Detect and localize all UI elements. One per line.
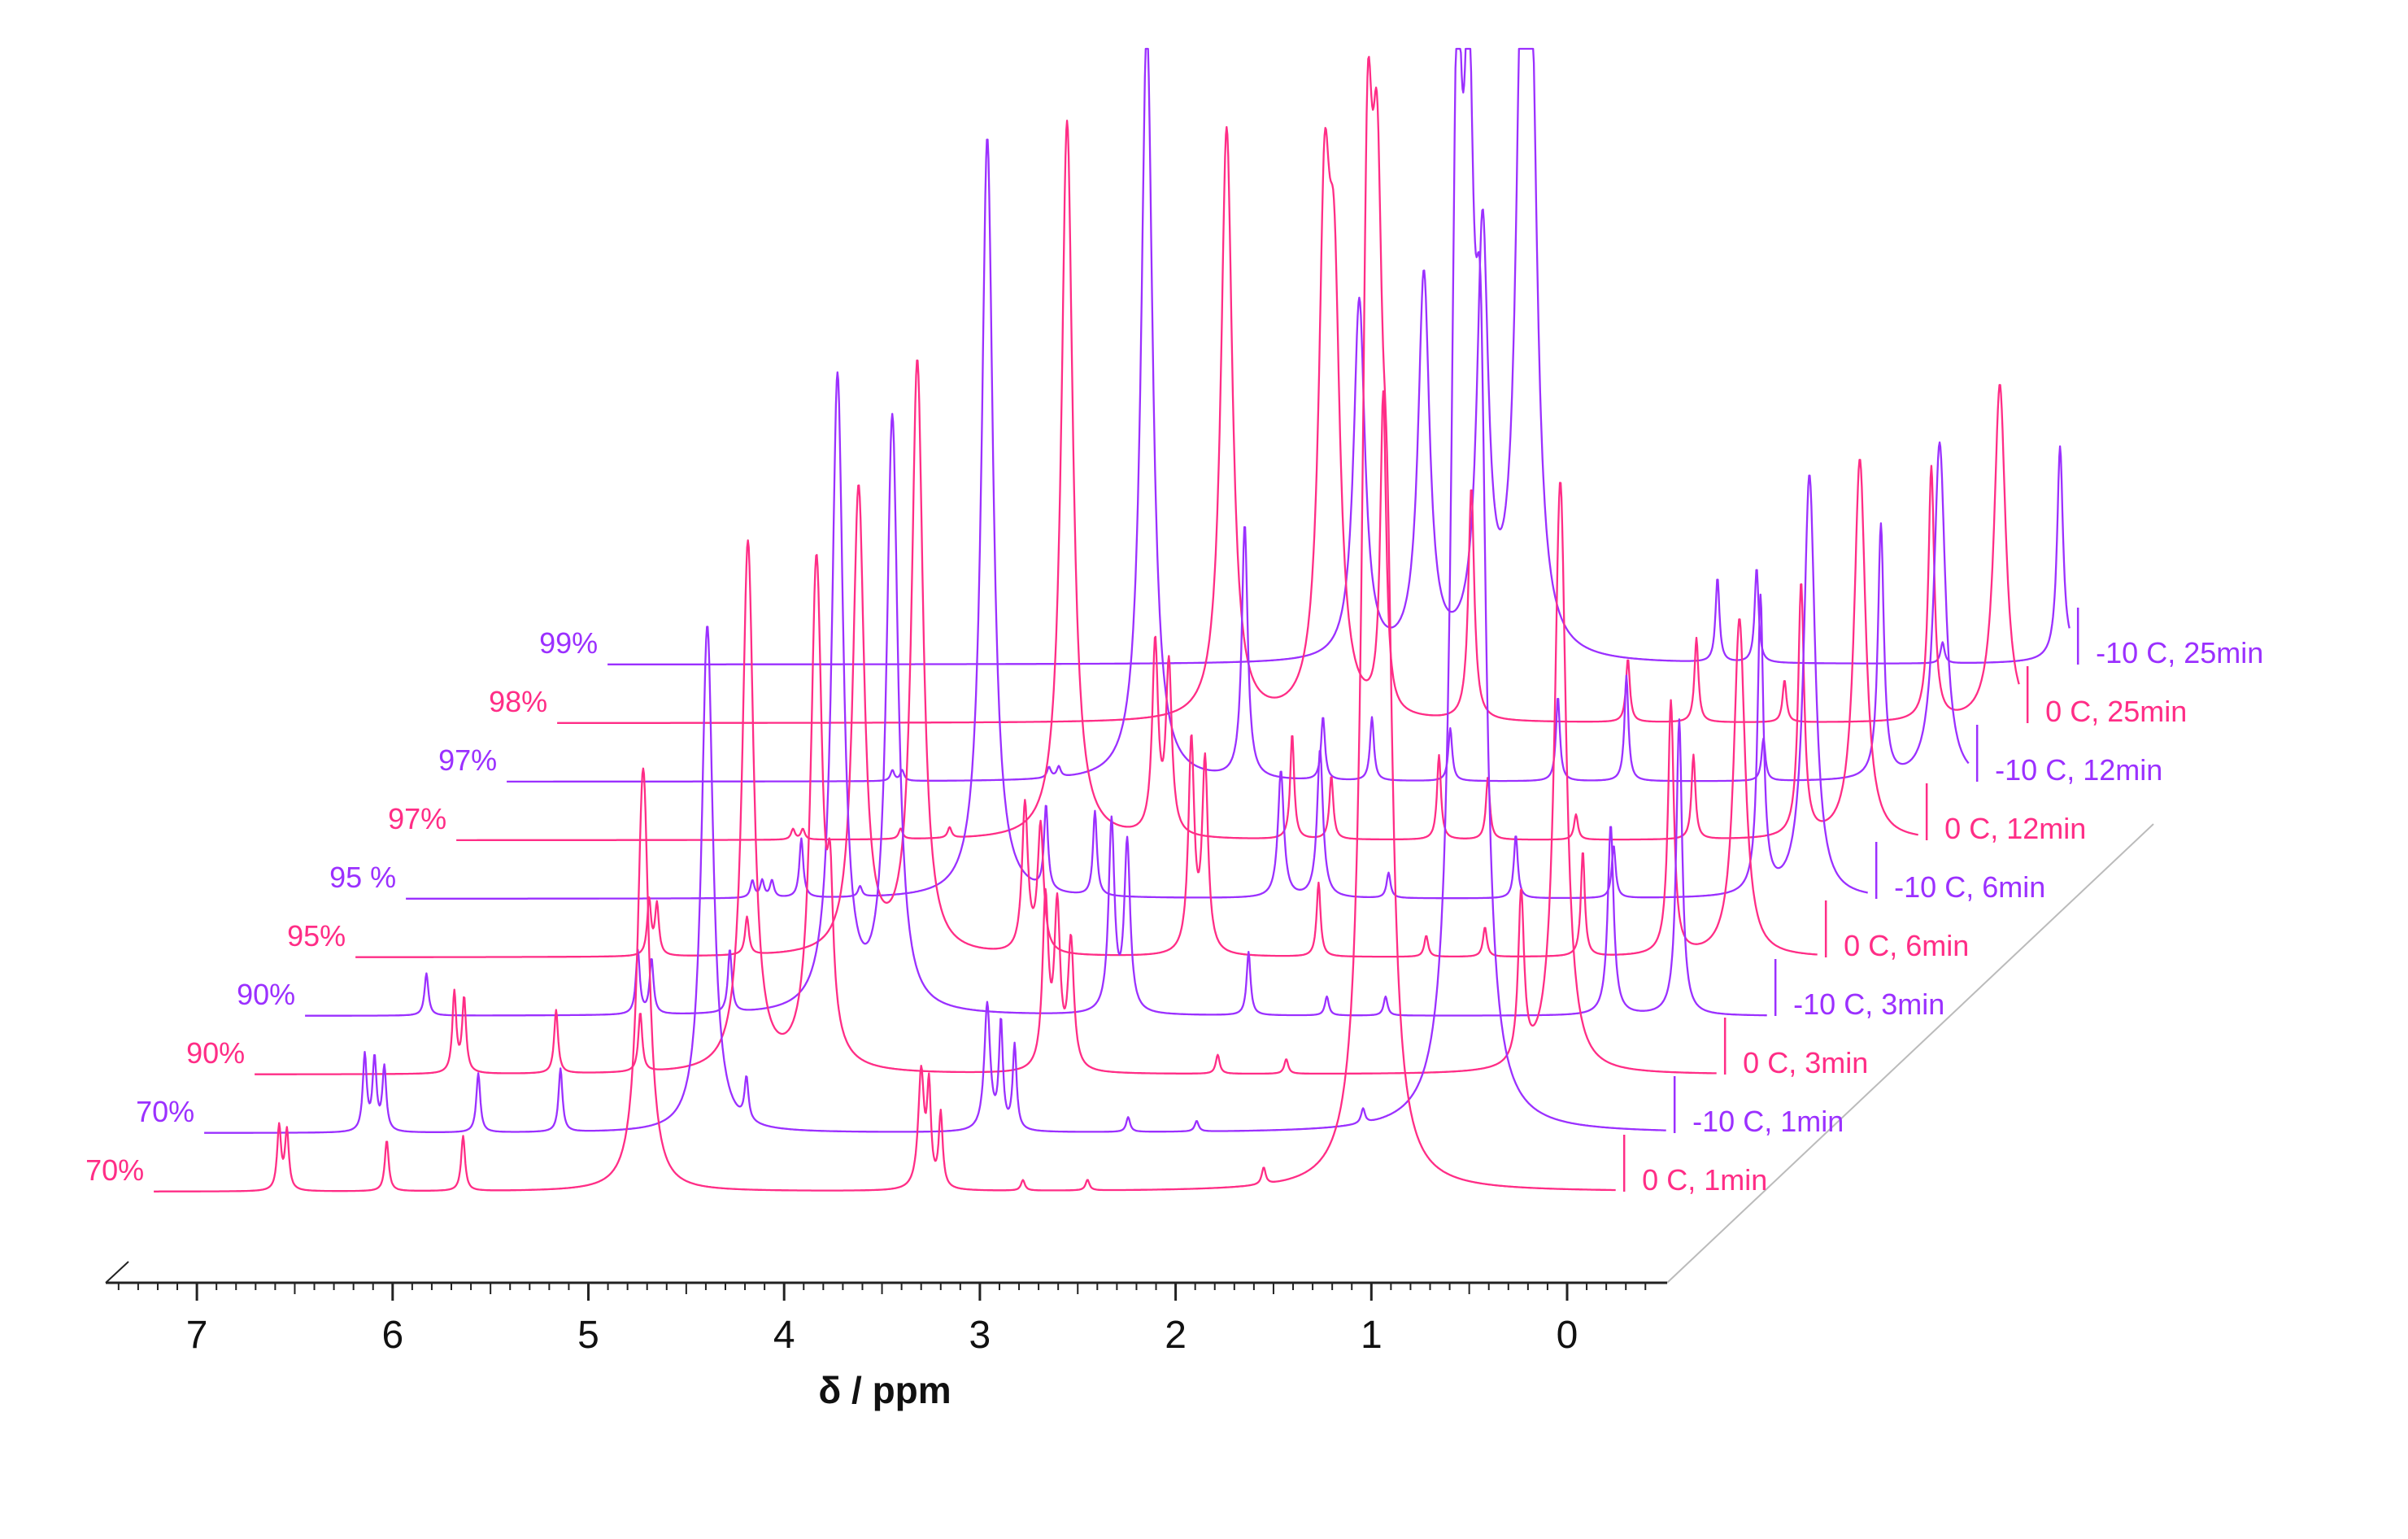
spectrum-trace: 90% 0 C, 3min xyxy=(186,482,1868,1079)
x-axis: 7 6 5 4 3 2 1 0 δ / ppm xyxy=(106,1281,1667,1411)
condition-label: 0 C, 25min xyxy=(2045,695,2187,728)
depth-axis-front-edge xyxy=(105,1261,129,1284)
x-tick-label: 3 xyxy=(969,1314,991,1357)
spectrum-trace: 95 % -10 C, 6min xyxy=(329,138,2045,904)
condition-label: 0 C, 12min xyxy=(1944,812,2086,845)
x-tick-label: 4 xyxy=(773,1314,795,1357)
spectrum-line xyxy=(607,47,2071,665)
condition-label: -10 C, 3min xyxy=(1793,987,1944,1021)
condition-label: 0 C, 6min xyxy=(1844,929,1969,962)
spectrum-trace: 99% -10 C, 25min xyxy=(539,47,2263,669)
spectrum-line xyxy=(506,47,1970,783)
spectrum-trace: 97% -10 C, 12min xyxy=(438,47,2162,787)
x-tick-label: 7 xyxy=(186,1314,208,1357)
conversion-label: 70% xyxy=(85,1153,144,1187)
x-tick-label: 5 xyxy=(577,1314,599,1357)
condition-label: -10 C, 6min xyxy=(1894,870,2045,904)
spectra-stack: 99% -10 C, 25min 98% 0 C, 25min 97% -10 C, 12… xyxy=(85,47,2263,1197)
conversion-label: 98% xyxy=(489,685,547,718)
spectrum-line xyxy=(203,47,1666,1134)
x-axis-label: δ / ppm xyxy=(818,1369,951,1411)
x-tick-label: 1 xyxy=(1361,1314,1383,1357)
spectrum-trace: 70% 0 C, 1min xyxy=(85,55,1767,1197)
condition-label: 0 C, 1min xyxy=(1642,1163,1767,1197)
spectrum-trace: 70% -10 C, 1min xyxy=(136,47,1844,1138)
condition-label: -10 C, 1min xyxy=(1692,1105,1844,1138)
conversion-label: 99% xyxy=(539,626,598,660)
conversion-label: 90% xyxy=(186,1036,245,1070)
spectrum-line xyxy=(304,371,1767,1017)
spectrum-line xyxy=(153,55,1616,1192)
spectrum-line xyxy=(556,125,2020,724)
conversion-label: 90% xyxy=(237,978,295,1011)
x-axis-ticks: 7 6 5 4 3 2 1 0 xyxy=(117,1283,1647,1357)
conversion-label: 97% xyxy=(438,743,497,777)
condition-label: -10 C, 12min xyxy=(1995,753,2162,787)
conversion-label: 95% xyxy=(287,919,346,953)
spectrum-line xyxy=(254,482,1717,1075)
conversion-label: 95 % xyxy=(329,861,396,894)
x-tick-label: 6 xyxy=(381,1314,403,1357)
condition-label: -10 C, 25min xyxy=(2096,636,2263,669)
spectrum-trace: 98% 0 C, 25min xyxy=(489,125,2187,728)
depth-axis xyxy=(105,823,2154,1284)
depth-axis-line xyxy=(1666,823,2154,1284)
conversion-label: 70% xyxy=(136,1095,194,1128)
condition-label: 0 C, 3min xyxy=(1743,1046,1868,1079)
spectrum-trace: 90% -10 C, 3min xyxy=(237,371,1944,1021)
x-tick-label: 2 xyxy=(1165,1314,1187,1357)
spectrum-line xyxy=(455,120,1918,842)
x-tick-label: 0 xyxy=(1557,1314,1578,1357)
conversion-label: 97% xyxy=(388,802,446,835)
